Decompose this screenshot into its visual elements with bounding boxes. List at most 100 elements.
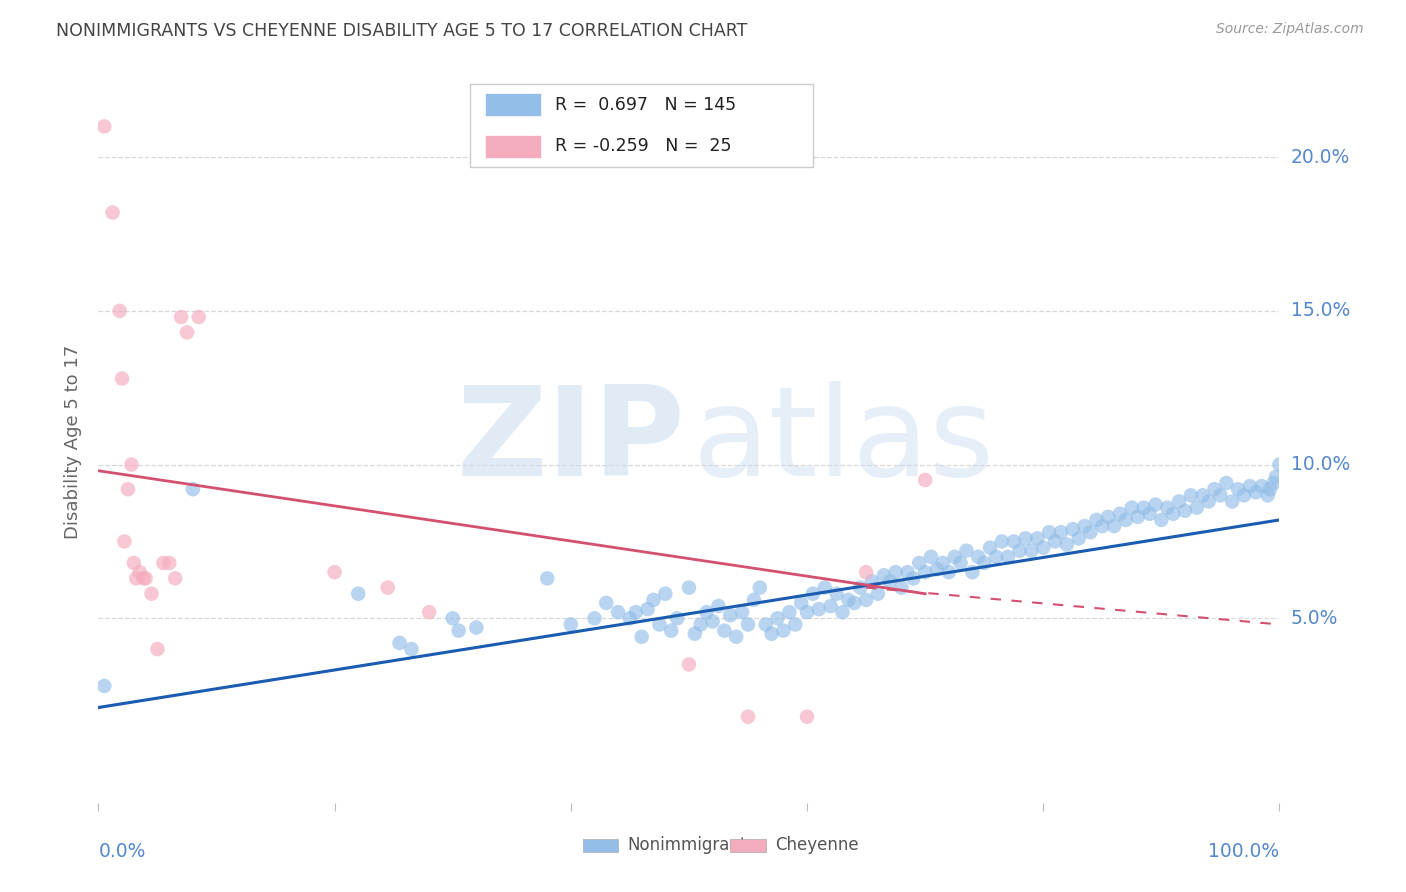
Point	[755, 617, 778, 632]
Point	[825, 587, 848, 601]
Point	[447, 624, 470, 638]
Point	[718, 608, 741, 623]
Point	[678, 657, 700, 672]
Point	[1250, 479, 1272, 493]
Point	[122, 556, 145, 570]
Point	[943, 549, 966, 564]
Point	[1227, 482, 1250, 496]
Point	[157, 556, 180, 570]
Point	[807, 602, 830, 616]
Point	[707, 599, 730, 613]
Point	[1115, 513, 1137, 527]
Point	[1168, 494, 1191, 508]
Point	[873, 568, 896, 582]
Point	[141, 587, 163, 601]
Point	[1126, 509, 1149, 524]
Text: Source: ZipAtlas.com: Source: ZipAtlas.com	[1216, 22, 1364, 37]
Point	[1185, 500, 1208, 515]
Point	[624, 605, 647, 619]
Text: 20.0%: 20.0%	[1291, 148, 1350, 167]
Point	[925, 562, 948, 576]
Point	[560, 617, 582, 632]
Point	[790, 596, 813, 610]
Point	[347, 587, 370, 601]
Point	[128, 565, 150, 579]
Point	[914, 473, 936, 487]
Point	[955, 543, 977, 558]
Text: R =  0.697   N = 145: R = 0.697 N = 145	[555, 95, 737, 113]
Point	[630, 630, 652, 644]
Point	[1056, 537, 1078, 551]
Point	[536, 571, 558, 585]
Point	[165, 571, 187, 585]
Point	[1038, 525, 1060, 540]
Point	[879, 574, 901, 589]
Point	[778, 605, 800, 619]
Point	[583, 611, 606, 625]
Point	[761, 626, 783, 640]
Point	[1121, 500, 1143, 515]
Point	[465, 621, 488, 635]
Point	[731, 605, 754, 619]
Point	[938, 565, 960, 579]
Point	[176, 326, 198, 340]
Point	[1091, 519, 1114, 533]
Point	[388, 636, 411, 650]
Point	[146, 642, 169, 657]
Point	[820, 599, 842, 613]
Point	[377, 581, 399, 595]
Point	[1109, 507, 1132, 521]
Point	[702, 615, 724, 629]
Point	[1080, 525, 1102, 540]
Y-axis label: Disability Age 5 to 17: Disability Age 5 to 17	[63, 344, 82, 539]
Text: 0.0%: 0.0%	[98, 842, 146, 861]
Point	[1258, 482, 1281, 496]
Point	[619, 611, 641, 625]
Point	[1209, 488, 1232, 502]
Point	[1268, 458, 1291, 472]
Point	[814, 581, 837, 595]
Point	[1263, 476, 1285, 491]
Point	[737, 617, 759, 632]
Point	[1026, 532, 1049, 546]
Point	[1244, 485, 1267, 500]
FancyBboxPatch shape	[485, 93, 541, 116]
Point	[93, 120, 115, 134]
Point	[1239, 479, 1261, 493]
Point	[595, 596, 617, 610]
Point	[637, 602, 659, 616]
Point	[654, 587, 676, 601]
Point	[1062, 522, 1084, 536]
Point	[737, 709, 759, 723]
Point	[1150, 513, 1173, 527]
Point	[967, 549, 990, 564]
Point	[932, 556, 955, 570]
Point	[831, 605, 853, 619]
Point	[666, 611, 689, 625]
Point	[1174, 504, 1197, 518]
Point	[401, 642, 423, 657]
FancyBboxPatch shape	[471, 84, 813, 167]
Point	[1144, 498, 1167, 512]
Point	[772, 624, 794, 638]
Point	[1002, 534, 1025, 549]
Point	[135, 571, 157, 585]
Point	[1021, 543, 1043, 558]
Point	[678, 581, 700, 595]
Point	[748, 581, 770, 595]
Point	[997, 549, 1019, 564]
Point	[108, 304, 131, 318]
Point	[849, 581, 872, 595]
Point	[896, 565, 918, 579]
Point	[914, 565, 936, 579]
Point	[766, 611, 789, 625]
Point	[607, 605, 630, 619]
Point	[1067, 532, 1090, 546]
Point	[1204, 482, 1226, 496]
Point	[132, 571, 155, 585]
Point	[1198, 494, 1220, 508]
Point	[1191, 488, 1213, 502]
Point	[984, 549, 1007, 564]
Point	[125, 571, 148, 585]
Point	[170, 310, 193, 324]
